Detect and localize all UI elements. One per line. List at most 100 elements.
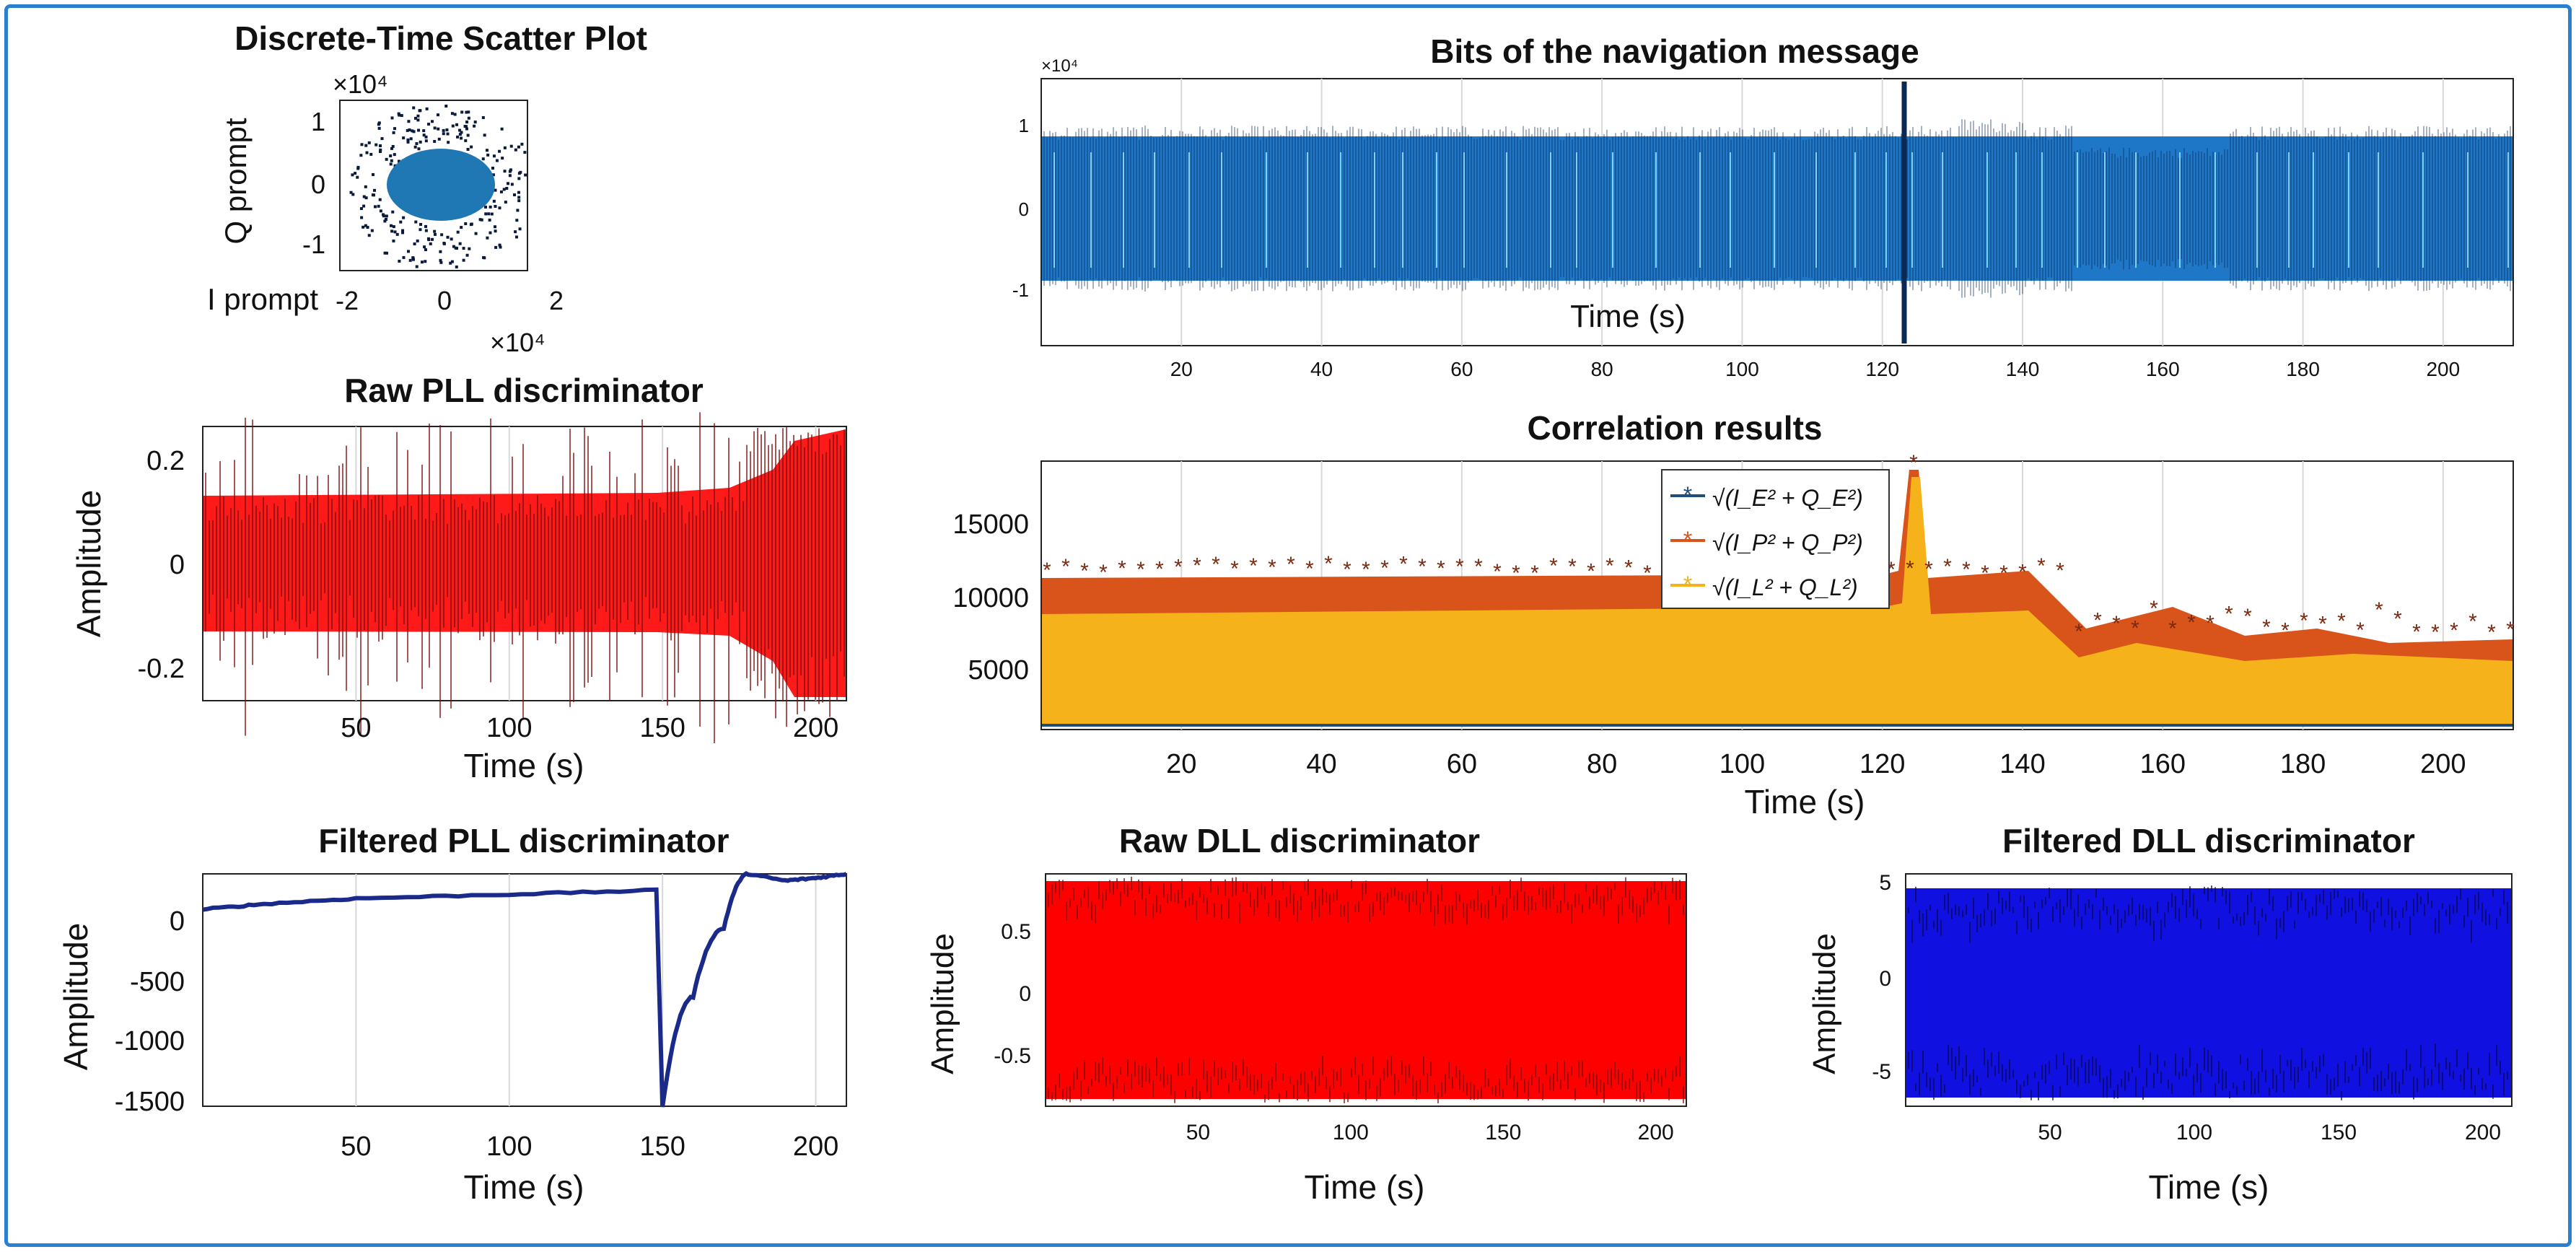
scatter-point [440,233,444,237]
scatter-point [360,143,364,146]
scatter-point [467,116,470,120]
correlation-x-ticks: 20 40 60 80 100 120 140 160 180 200 [1166,749,2466,779]
scatter-point [390,229,394,233]
correlation-marker: * [2037,554,2046,578]
scatter-point [384,217,387,221]
scatter-point [402,136,406,140]
filtered-dll-y-tick: -5 [1872,1060,1891,1084]
correlation-marker: * [2225,603,2233,626]
x-tick-label: 100 [1333,1121,1369,1144]
scatter-point [520,142,524,146]
scatter-point [392,131,395,134]
scatter-point [359,154,363,157]
scatter-point [495,159,499,162]
scatter-point [416,239,419,242]
scatter-point [462,247,465,250]
scatter-point [447,141,450,144]
bits-y-tick: 0 [1019,198,1029,220]
correlation-marker: * [2018,560,2027,584]
x-tick-label: 120 [1859,749,1905,779]
scatter-point [474,232,478,235]
filtered-pll-x-label: Time (s) [464,1168,584,1206]
scatter-point [413,242,416,246]
scatter-point [465,253,469,257]
scatter-point [356,175,359,179]
correlation-marker: * [2262,616,2271,639]
correlation-marker: * [1362,558,1370,582]
scatter-point [514,235,518,239]
scatter-point [467,110,470,114]
scatter-point [411,129,414,133]
scatter-point [402,255,406,259]
raw-dll-signal-spikes [1048,877,1684,1103]
scatter-point [437,127,440,131]
scatter-point [366,226,369,229]
correlation-marker: * [2487,621,2496,644]
correlation-marker: * [1099,561,1108,585]
scatter-point [517,177,521,180]
filtered-dll-signal-spikes [1908,885,2508,1100]
scatter-point [367,234,371,237]
scatter-point [439,261,443,264]
scatter-point [509,144,513,148]
scatter-point [517,196,521,199]
filtered-dll-x-ticks: 50 100 150 200 [2038,1121,2501,1144]
scatter-point [373,205,377,209]
scatter-point [364,144,368,147]
scatter-point [364,185,367,188]
scatter-point [483,256,486,260]
scatter-point [517,172,521,175]
correlation-marker: * [1380,556,1389,580]
correlation-marker: * [2356,618,2365,642]
correlation-marker: * [1981,561,1989,585]
scatter-point [506,182,509,185]
panel-scatter: Discrete-Time Scatter Plot ×10⁴ Q prompt… [207,19,647,357]
x-tick-label: 200 [1638,1121,1674,1144]
filtered-dll-title: Filtered DLL discriminator [2002,822,2415,859]
x-tick-label: 180 [2286,358,2320,380]
scatter-point [365,151,369,154]
scatter-core-cloud [387,149,495,221]
scatter-point [367,141,371,144]
scatter-point [424,135,428,139]
x-tick-label: 100 [486,1131,532,1162]
scatter-point [517,191,521,194]
correlation-marker: * [2412,620,2421,644]
scatter-x-tick: 2 [549,286,564,315]
raw-pll-title: Raw PLL discriminator [344,372,704,409]
correlation-marker: * [1249,554,1258,578]
scatter-point [356,165,360,169]
scatter-point [391,144,395,148]
scatter-y-tick: -1 [302,229,325,259]
correlation-marker: * [2093,609,2102,633]
scatter-point [465,127,468,131]
scatter-point [458,133,462,136]
scatter-point [450,112,454,115]
x-tick-label: 150 [639,1131,685,1162]
bits-y-multiplier: ×10⁴ [1041,56,1078,76]
scatter-point [359,207,363,211]
scatter-point [481,157,485,161]
correlation-marker: * [2506,618,2515,642]
scatter-point [458,242,462,245]
scatter-point [414,220,418,224]
scatter-point [460,110,464,114]
x-tick-label: 100 [486,713,532,743]
scatter-point [427,123,431,126]
scatter-title: Discrete-Time Scatter Plot [235,19,647,57]
scatter-point [406,138,410,141]
scatter-point [455,247,459,250]
scatter-point [492,154,496,158]
correlation-y-tick: 5000 [968,655,1029,686]
scatter-x-tick: 0 [437,286,452,315]
x-tick-label: 40 [1310,358,1333,380]
correlation-marker: * [1305,557,1314,581]
panel-bits: Bits of the navigation message ×10⁴ 1 0 … [1012,32,2514,380]
scatter-point [490,212,494,216]
scatter-point [484,212,488,216]
correlation-marker: * [1212,553,1220,577]
scatter-point [445,128,449,131]
scatter-point [486,153,490,157]
panel-raw-dll: Raw DLL discriminator Amplitude 0.5 0 -0… [925,822,1687,1206]
scatter-point [517,199,521,203]
